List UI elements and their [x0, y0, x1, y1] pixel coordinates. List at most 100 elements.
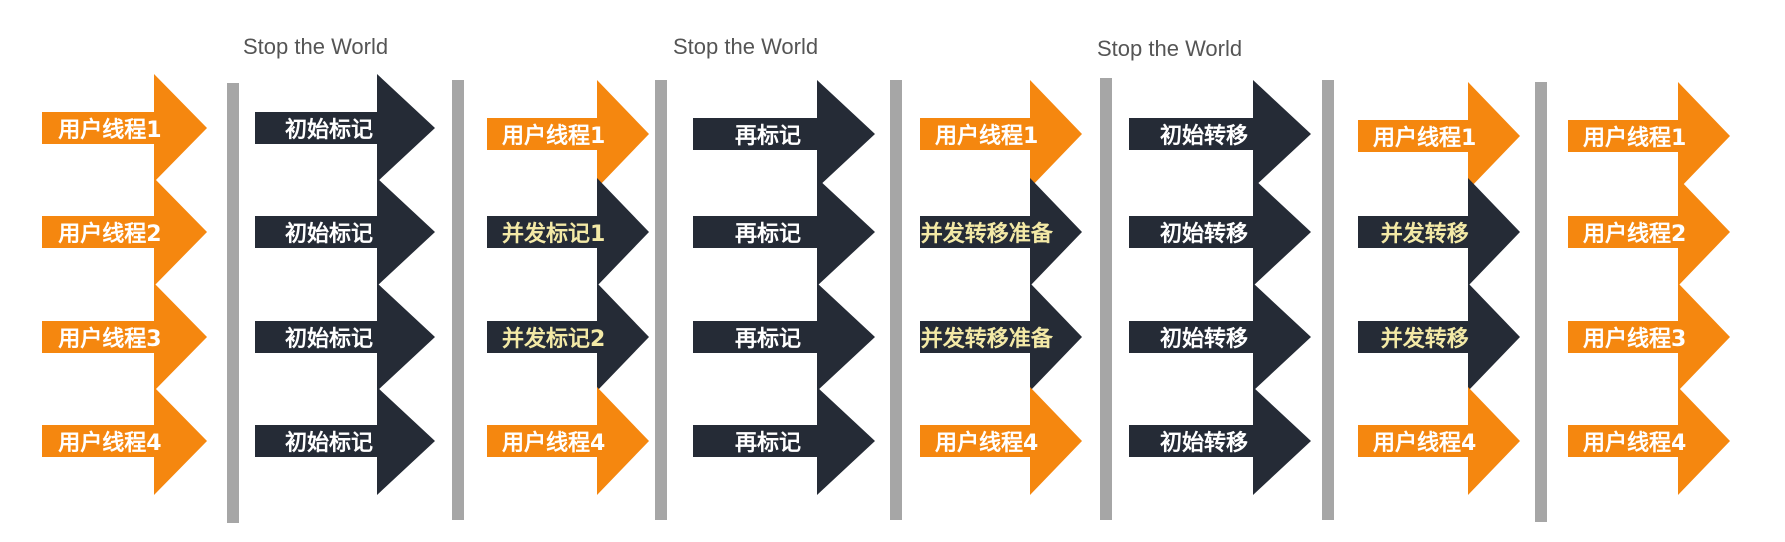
arrow-label: 用户线程2 [58, 222, 162, 247]
arrow-label: 初始转移 [1160, 124, 1249, 149]
phase-4-remark-arrow-1: 再标记 [693, 80, 875, 188]
phase-3-concurrent-mark-arrow-2: 并发标记1 [487, 178, 649, 286]
arrow-shape [1568, 82, 1730, 190]
arrow-label: 用户线程1 [502, 124, 606, 149]
separator-bar-5 [1100, 78, 1112, 520]
arrow-shape [255, 74, 435, 182]
phase-3-concurrent-mark-arrow-4: 用户线程4 [487, 387, 649, 495]
arrow-shape [42, 74, 207, 182]
arrow-shape [1568, 283, 1730, 391]
arrow-shape [1358, 387, 1520, 495]
arrow-shape [1358, 82, 1520, 190]
separator-bar-7 [1535, 82, 1547, 522]
separator-bar-2 [452, 80, 464, 520]
phase-6-initial-relocate-arrow-1: 初始转移 [1129, 80, 1311, 188]
arrow-label: 用户线程4 [935, 431, 1039, 456]
arrow-shape [1129, 387, 1311, 495]
arrow-label: 再标记 [735, 124, 802, 149]
phase-5-concurrent-relocate-prep-arrow-4: 用户线程4 [920, 387, 1082, 495]
arrow-label: 初始标记 [285, 222, 374, 247]
phase-1-user-threads-arrow-3: 用户线程3 [42, 283, 207, 391]
arrow-shape [920, 178, 1082, 286]
phase-4-remark-arrow-3: 再标记 [693, 283, 875, 391]
phase-8-user-threads-arrow-1: 用户线程1 [1568, 82, 1730, 190]
arrow-shape [1129, 283, 1311, 391]
phase-4-remark-arrow-4: 再标记 [693, 387, 875, 495]
stw-label-1: Stop the World [243, 34, 389, 59]
arrow-shape [487, 387, 649, 495]
arrow-shape [920, 283, 1082, 391]
arrow-label: 再标记 [735, 431, 802, 456]
phase-7-concurrent-relocate-arrow-3: 并发转移 [1358, 283, 1520, 391]
arrow-shape [693, 387, 875, 495]
arrow-label: 初始标记 [285, 327, 374, 352]
arrow-shape [1129, 80, 1311, 188]
arrow-label: 并发转移 [1380, 222, 1469, 247]
phase-2-initial-mark-arrow-4: 初始标记 [255, 387, 435, 495]
arrow-shape [1568, 178, 1730, 286]
phase-6-initial-relocate-arrow-3: 初始转移 [1129, 283, 1311, 391]
arrow-label: 并发标记2 [502, 327, 606, 352]
arrow-shape [1568, 387, 1730, 495]
arrow-label: 用户线程3 [1583, 327, 1687, 352]
arrow-label: 用户线程1 [1583, 126, 1687, 151]
arrow-shape [255, 178, 435, 286]
arrow-shape [255, 387, 435, 495]
arrow-label: 用户线程4 [58, 431, 162, 456]
arrow-shape [42, 178, 207, 286]
arrow-shape [487, 80, 649, 188]
arrow-label: 用户线程1 [58, 118, 162, 143]
arrow-shape [42, 283, 207, 391]
phase-5-concurrent-relocate-prep-arrow-3: 并发转移准备 [920, 283, 1082, 391]
separator-bar-1 [227, 83, 239, 523]
phase-7-concurrent-relocate-arrow-2: 并发转移 [1358, 178, 1520, 286]
arrow-label: 再标记 [735, 327, 802, 352]
phase-6-initial-relocate-arrow-2: 初始转移 [1129, 178, 1311, 286]
phase-5-concurrent-relocate-prep-arrow-2: 并发转移准备 [920, 178, 1082, 286]
arrow-label: 初始标记 [285, 118, 374, 143]
phase-8-user-threads-arrow-4: 用户线程4 [1568, 387, 1730, 495]
arrow-shape [693, 80, 875, 188]
arrow-shape [487, 178, 649, 286]
arrow-label: 并发标记1 [502, 222, 606, 247]
phase-2-initial-mark-arrow-1: 初始标记 [255, 74, 435, 182]
phase-7-concurrent-relocate-arrow-1: 用户线程1 [1358, 82, 1520, 190]
arrow-label: 用户线程4 [1373, 431, 1477, 456]
arrow-label: 初始转移 [1160, 431, 1249, 456]
arrow-shape [920, 80, 1082, 188]
arrow-shape [920, 387, 1082, 495]
arrow-label: 初始标记 [285, 431, 374, 456]
phase-7-concurrent-relocate-arrow-4: 用户线程4 [1358, 387, 1520, 495]
arrow-label: 初始转移 [1160, 327, 1249, 352]
arrow-label: 用户线程1 [1373, 126, 1477, 151]
arrow-label: 用户线程4 [502, 431, 606, 456]
phase-2-initial-mark-arrow-3: 初始标记 [255, 283, 435, 391]
phase-4-remark-arrow-2: 再标记 [693, 178, 875, 286]
phase-6-initial-relocate-arrow-4: 初始转移 [1129, 387, 1311, 495]
phase-8-user-threads-arrow-2: 用户线程2 [1568, 178, 1730, 286]
phase-1-user-threads-arrow-2: 用户线程2 [42, 178, 207, 286]
arrow-shape [255, 283, 435, 391]
separator-bar-3 [655, 80, 667, 520]
arrow-shape [1358, 283, 1520, 391]
phase-3-concurrent-mark-arrow-3: 并发标记2 [487, 283, 649, 391]
arrow-shape [693, 283, 875, 391]
arrow-label: 用户线程3 [58, 327, 162, 352]
arrow-shape [42, 387, 207, 495]
arrow-label: 并发转移准备 [920, 222, 1053, 247]
phase-3-concurrent-mark-arrow-1: 用户线程1 [487, 80, 649, 188]
phase-1-user-threads-arrow-1: 用户线程1 [42, 74, 207, 182]
arrow-shape [1358, 178, 1520, 286]
phase-8-user-threads-arrow-3: 用户线程3 [1568, 283, 1730, 391]
arrow-label: 用户线程2 [1583, 222, 1687, 247]
arrow-shape [1129, 178, 1311, 286]
arrow-label: 用户线程4 [1583, 431, 1687, 456]
arrow-shape [487, 283, 649, 391]
arrow-label: 并发转移 [1380, 327, 1469, 352]
stw-label-2: Stop the World [673, 34, 819, 59]
separator-bar-4 [890, 80, 902, 520]
arrow-label: 用户线程1 [935, 124, 1039, 149]
arrow-label: 初始转移 [1160, 222, 1249, 247]
arrow-shape [693, 178, 875, 286]
phase-2-initial-mark-arrow-2: 初始标记 [255, 178, 435, 286]
